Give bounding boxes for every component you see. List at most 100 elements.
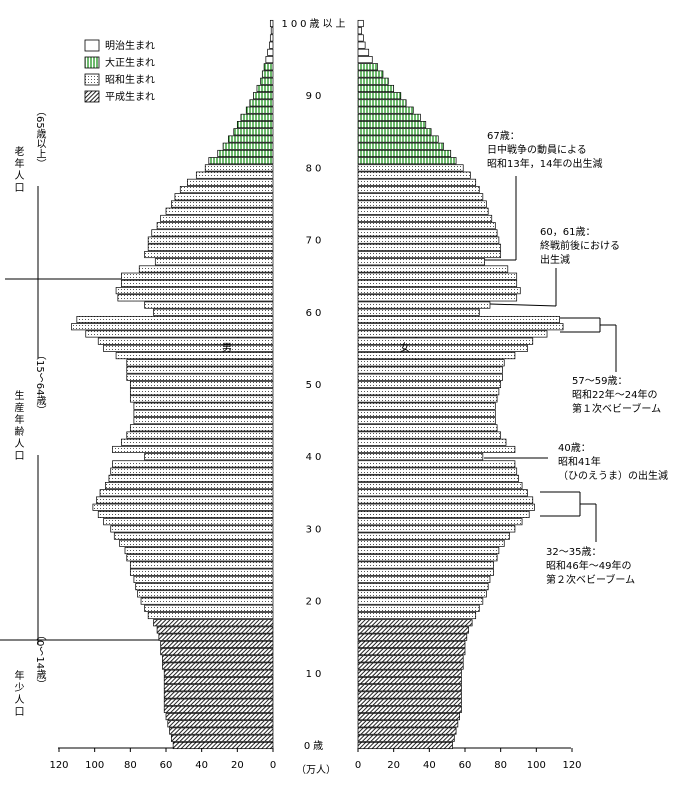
male-bar <box>144 301 274 309</box>
group-range: （0～14歳） <box>34 630 46 689</box>
female-bar <box>357 417 496 425</box>
y-tick-label: 0歳 <box>304 740 326 752</box>
male-bar <box>113 532 274 540</box>
male-bar <box>129 395 274 403</box>
female-bar <box>357 388 500 396</box>
female-bar <box>357 727 457 735</box>
female-bar <box>357 56 373 64</box>
male-bar <box>165 713 274 721</box>
male-bar <box>240 113 274 121</box>
female-bar <box>357 258 485 266</box>
x-tick-label: 60 <box>160 760 173 771</box>
female-bar <box>357 554 498 562</box>
male-bar <box>126 373 274 381</box>
male-bar <box>171 734 274 742</box>
x-tick-label: 120 <box>49 760 68 771</box>
male-bar <box>256 84 274 93</box>
female-bar <box>357 359 505 367</box>
y-tick-label: 70 <box>306 236 325 247</box>
legend-swatch <box>84 56 100 69</box>
male-bar <box>144 453 274 461</box>
female-bar <box>357 48 370 56</box>
annotation: （ひのえうま）の出生減 <box>558 469 668 482</box>
legend-swatch <box>84 73 100 86</box>
female-bar <box>357 222 496 230</box>
male-bar <box>121 279 274 287</box>
female-bar <box>357 720 459 728</box>
female-bar <box>357 265 509 273</box>
male-bar <box>167 720 274 728</box>
female-bar <box>357 474 519 482</box>
male-bar <box>117 294 274 302</box>
male-bar <box>97 337 274 345</box>
female-bar <box>357 243 502 251</box>
male-bar <box>165 207 274 215</box>
male-bar <box>162 662 274 670</box>
female-bar <box>357 496 534 504</box>
female-bar <box>357 648 466 656</box>
female-bar <box>357 482 523 490</box>
female-bar <box>357 121 427 129</box>
female-bar <box>357 287 521 295</box>
female-bar <box>357 402 496 410</box>
x-tick-label: 0 <box>270 760 276 771</box>
female-bar <box>357 92 402 100</box>
male-bar <box>154 258 274 266</box>
female-bar <box>357 34 364 42</box>
male-bar <box>112 445 274 454</box>
female-bar <box>357 106 414 114</box>
legend-label: 明治生まれ <box>105 39 155 52</box>
x-tick-label: 80 <box>494 760 507 771</box>
male-bar <box>129 380 274 389</box>
male-bar <box>92 503 274 511</box>
x-tick-label: 60 <box>459 760 472 771</box>
female-bar <box>357 135 439 143</box>
x-tick-label: 100 <box>527 760 546 771</box>
male-bar <box>195 171 274 179</box>
male-bar <box>129 424 274 432</box>
female-bar <box>357 337 534 345</box>
male-bar <box>187 178 274 186</box>
female-bar <box>357 705 462 713</box>
female-bar <box>357 539 505 547</box>
male-bar <box>105 482 274 490</box>
male-bar <box>267 48 274 56</box>
female-bar <box>357 510 530 518</box>
male-bar <box>265 56 274 64</box>
annotation: 60，61歳： <box>540 226 595 238</box>
female-bar <box>357 142 444 150</box>
legend-label: 平成生まれ <box>105 90 155 103</box>
male-bar <box>171 200 274 208</box>
male-bar <box>249 99 274 107</box>
female-bar <box>357 308 480 316</box>
male-bar <box>233 128 274 136</box>
male-bar <box>151 229 274 237</box>
female-bar <box>357 193 484 201</box>
group-name: 年少人口 <box>12 669 24 718</box>
female-bar <box>357 691 462 699</box>
female-bar <box>357 178 477 186</box>
female-bar <box>357 279 518 287</box>
female-bar <box>357 431 502 439</box>
male-bar <box>174 193 274 201</box>
x-tick-label: 100 <box>85 760 104 771</box>
male-bar <box>108 474 274 482</box>
annotation: 32～35歳： <box>546 546 601 558</box>
male-bar <box>85 330 274 338</box>
annotation: 第１次ベビーブーム <box>572 402 661 415</box>
female-bar <box>357 489 528 497</box>
female-bar <box>357 633 468 641</box>
female-bar <box>357 590 487 598</box>
female-bar <box>357 77 389 85</box>
male-bar <box>163 669 274 677</box>
male-bar <box>133 417 274 425</box>
male-bar <box>163 691 274 699</box>
female-bar <box>357 236 500 244</box>
legend-swatch <box>84 39 100 52</box>
female-bar <box>357 99 407 107</box>
female-bar <box>357 251 502 259</box>
female-bar <box>357 229 498 237</box>
female-bar <box>357 409 496 417</box>
male-bar <box>144 251 274 259</box>
male-bar <box>144 604 274 612</box>
